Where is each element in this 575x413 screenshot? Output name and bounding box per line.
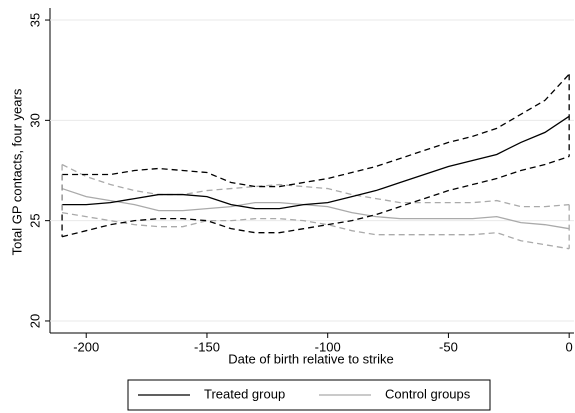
band-line bbox=[61, 163, 570, 208]
x-tick-label: -200 bbox=[73, 339, 99, 354]
x-tick-label: -100 bbox=[315, 339, 341, 354]
legend-label: Control groups bbox=[385, 386, 471, 401]
legend-label: Treated group bbox=[204, 386, 285, 401]
y-tick-label: 30 bbox=[27, 113, 42, 127]
x-tick-label: 0 bbox=[566, 339, 573, 354]
y-axis-label: Total GP contacts, four years bbox=[9, 88, 24, 255]
y-tick-label: 35 bbox=[27, 13, 42, 27]
x-axis-label: Date of birth relative to strike bbox=[228, 351, 393, 366]
band-line bbox=[61, 155, 570, 238]
x-tick-label: -50 bbox=[439, 339, 458, 354]
band-line bbox=[62, 73, 570, 188]
series-line bbox=[61, 187, 570, 230]
y-tick-label: 25 bbox=[27, 213, 42, 227]
band-line bbox=[61, 211, 570, 250]
series-line bbox=[62, 115, 570, 210]
x-tick-label: -150 bbox=[194, 339, 220, 354]
y-tick-label: 20 bbox=[27, 314, 42, 328]
